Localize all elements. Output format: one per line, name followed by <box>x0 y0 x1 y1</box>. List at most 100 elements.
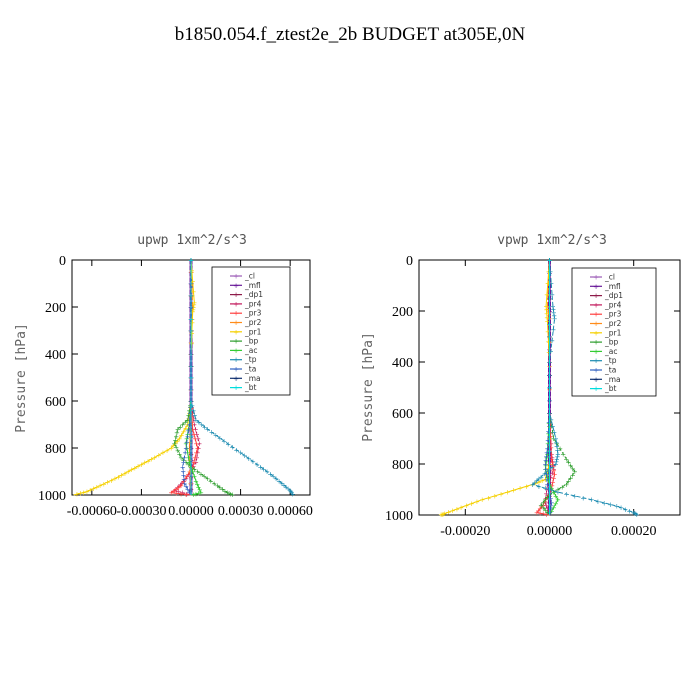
vpwp-series-marker: + <box>548 432 554 440</box>
vpwp-series-marker: + <box>534 509 540 517</box>
vpwp-legend: + _cl + _mfl + _dp1 + _pr4 + _pr3 + _pr2 + _pr1 + _bp + _… <box>571 267 657 397</box>
upwp-series-marker: + <box>142 459 148 467</box>
vpwp-series-marker: + <box>542 470 548 478</box>
vpwp-legend-marker: + <box>593 329 599 337</box>
vpwp-legend-label: _bp <box>604 338 619 347</box>
vpwp-series-marker: + <box>546 464 552 472</box>
upwp-series-marker: + <box>283 483 289 491</box>
vpwp-series-marker: + <box>627 507 633 515</box>
upwp-legend-marker: + <box>233 282 239 290</box>
vpwp-series-marker: + <box>563 455 569 463</box>
upwp-series-marker: + <box>172 440 178 448</box>
vpwp-series-marker: + <box>622 506 628 514</box>
upwp-series-marker: + <box>173 490 179 498</box>
upwp-series-marker: + <box>192 412 198 420</box>
vpwp-series-marker: + <box>543 453 549 461</box>
upwp-series-marker: + <box>77 490 83 498</box>
vpwp-y-tick-label: 0 <box>406 254 413 269</box>
upwp-series-marker: + <box>226 490 232 498</box>
vpwp-series-marker: + <box>538 501 544 509</box>
upwp-series-marker: + <box>185 486 191 494</box>
upwp-legend-marker: + <box>233 375 239 383</box>
vpwp-legend-label: _pr2 <box>604 319 622 328</box>
upwp-x-tick-label: 0.00030 <box>218 504 264 519</box>
upwp-series-marker: + <box>186 427 192 435</box>
vpwp-series-marker: + <box>544 473 550 481</box>
vpwp-series-marker: + <box>544 481 550 489</box>
upwp-panel: upwp 1xm^2/s^3 Pressure [hPa] 0 200 400 600… <box>14 233 313 519</box>
vpwp-series-marker: + <box>545 436 551 444</box>
vpwp-y-tick-label: 1000 <box>385 509 413 524</box>
vpwp-series-marker: + <box>549 464 555 472</box>
upwp-series-pr1: ++++++++++++++++++++++++++++++++++++++++… <box>73 257 197 499</box>
vpwp-series-marker: + <box>553 492 559 500</box>
vpwp-series-marker: + <box>550 422 556 430</box>
vpwp-series-marker: + <box>554 443 560 451</box>
upwp-series-marker: + <box>186 459 192 467</box>
vpwp-series-marker: + <box>474 498 480 506</box>
vpwp-series-marker: + <box>551 467 557 475</box>
upwp-series-marker: + <box>187 456 193 464</box>
upwp-series-marker: + <box>181 428 187 436</box>
upwp-series-marker: + <box>285 485 291 493</box>
upwp-series-marker: + <box>191 491 197 499</box>
upwp-series-marker: + <box>190 306 196 314</box>
upwp-series-marker: + <box>191 466 197 474</box>
vpwp-series-marker: + <box>537 510 543 518</box>
upwp-series-marker: + <box>135 463 141 471</box>
vpwp-series-marker: + <box>504 489 510 497</box>
vpwp-series-marker: + <box>608 501 614 509</box>
vpwp-series-marker: + <box>511 487 517 495</box>
upwp-legend-marker: + <box>233 338 239 346</box>
upwp-legend-marker: + <box>233 366 239 374</box>
vpwp-series-marker: + <box>544 310 550 318</box>
upwp-series-marker: + <box>181 459 187 467</box>
upwp-series-marker: + <box>176 450 182 458</box>
vpwp-y-tick-label: 800 <box>392 458 413 473</box>
upwp-series-marker: + <box>196 483 202 491</box>
vpwp-series-marker: + <box>440 511 446 519</box>
vpwp-series-marker: + <box>546 508 552 516</box>
upwp-series-marker: + <box>287 487 293 495</box>
upwp-series-marker: + <box>183 483 189 491</box>
vpwp-series-marker: + <box>543 457 549 465</box>
upwp-series-marker: + <box>193 477 199 485</box>
upwp-series-marker: + <box>189 329 195 337</box>
upwp-series-marker: + <box>181 476 187 484</box>
vpwp-series-marker: + <box>551 435 557 443</box>
upwp-series-marker: + <box>112 475 118 483</box>
upwp-legend: + _cl + _mfl + _dp1 + _pr4 + _pr3 + _pr2 + _pr1 + _bp + _… <box>211 266 291 396</box>
vpwp-series-marker: + <box>549 337 555 345</box>
upwp-series-marker: + <box>270 473 276 481</box>
vpwp-series-marker: + <box>566 478 572 486</box>
upwp-series-line <box>73 259 195 496</box>
vpwp-series-marker: + <box>517 485 523 493</box>
vpwp-series-marker: + <box>572 468 578 476</box>
upwp-x-tick-label: -0.00060 <box>67 504 117 519</box>
upwp-series-marker: + <box>187 433 193 441</box>
upwp-series-marker: + <box>215 482 221 490</box>
vpwp-series-marker: + <box>552 315 558 323</box>
upwp-series-marker: + <box>178 454 184 462</box>
upwp-legend-label: _pr1 <box>244 327 262 336</box>
upwp-x-tick-label: 0.00060 <box>267 504 313 519</box>
vpwp-series-marker: + <box>438 511 444 519</box>
upwp-series-marker: + <box>189 403 195 411</box>
vpwp-series-marker: + <box>446 509 452 517</box>
vpwp-legend-marker: + <box>593 367 599 375</box>
upwp-series-marker: + <box>257 463 263 471</box>
upwp-series-marker: + <box>173 433 179 441</box>
vpwp-series-marker: + <box>544 306 550 314</box>
vpwp-series-marker: + <box>544 454 550 462</box>
upwp-series-marker: + <box>84 488 90 496</box>
vpwp-series-marker: + <box>536 483 542 491</box>
vpwp-legend-marker: + <box>593 376 599 384</box>
vpwp-series-marker: + <box>458 504 464 512</box>
upwp-series-marker: + <box>175 426 181 434</box>
upwp-series-marker: + <box>185 449 191 457</box>
vpwp-series-marker: + <box>550 326 556 334</box>
upwp-series-marker: + <box>189 292 195 300</box>
upwp-series-marker: + <box>170 442 176 450</box>
upwp-legend-box <box>211 266 291 396</box>
vpwp-series-marker: + <box>544 494 550 502</box>
